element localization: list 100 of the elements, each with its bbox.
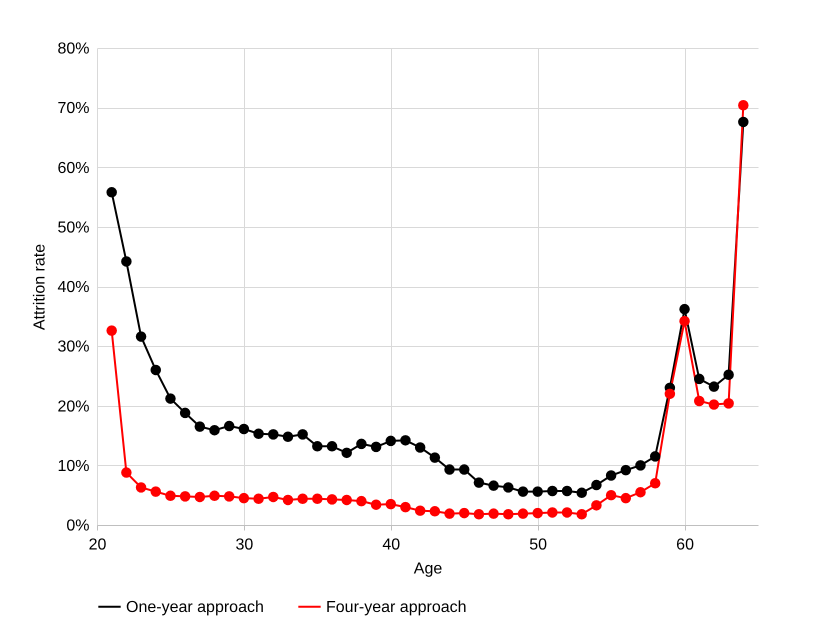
point [386, 436, 396, 446]
point [209, 424, 220, 436]
y-tick-label: 40% [57, 279, 90, 296]
y-tick-label: 80% [57, 40, 90, 58]
y-tick-label: 50% [57, 219, 90, 236]
point [297, 429, 308, 440]
y-axis-title: Attrition rate [31, 244, 48, 330]
point [591, 480, 602, 490]
point [503, 509, 514, 520]
point [268, 492, 279, 502]
point [576, 488, 587, 498]
point [562, 486, 572, 496]
point [708, 399, 720, 410]
point [165, 393, 176, 404]
point [106, 325, 117, 336]
y-tick-label: 30% [57, 338, 90, 356]
legend-label: Four-year approach [326, 598, 467, 616]
point [532, 508, 543, 518]
point [694, 396, 704, 406]
point [238, 492, 250, 504]
point [547, 507, 558, 518]
point [312, 494, 323, 504]
y-tick-label: 70% [57, 100, 90, 118]
point [518, 508, 528, 519]
point [414, 442, 426, 453]
x-tick-label: 50 [529, 536, 548, 554]
point [458, 464, 470, 475]
point [326, 494, 338, 505]
point [121, 467, 132, 478]
point [430, 506, 440, 517]
point [606, 490, 616, 500]
point [562, 507, 572, 518]
point [474, 509, 484, 520]
point [591, 500, 602, 511]
x-tick-label: 40 [382, 536, 400, 554]
point [679, 316, 690, 326]
point [282, 494, 294, 506]
point [224, 491, 234, 502]
point [694, 374, 704, 384]
point [635, 460, 646, 471]
y-tick-label: 60% [57, 160, 90, 177]
x-tick-label: 30 [235, 536, 254, 554]
point [268, 429, 279, 440]
point [664, 388, 676, 400]
point [180, 491, 190, 502]
point [253, 494, 264, 504]
point [400, 502, 411, 512]
point [150, 364, 161, 376]
point [635, 486, 646, 498]
point [282, 432, 294, 442]
x-tick-label: 20 [88, 536, 106, 554]
legend-label: One-year approach [126, 598, 264, 616]
point [106, 187, 117, 198]
y-tick-label: 20% [57, 398, 90, 416]
point [503, 482, 514, 493]
point [180, 408, 190, 418]
point [708, 381, 720, 392]
point [738, 116, 749, 128]
point [356, 438, 367, 450]
point [576, 509, 587, 520]
point [444, 464, 455, 475]
point [414, 505, 426, 516]
point [341, 494, 352, 506]
point [224, 420, 234, 432]
y-tick-label: 0% [66, 518, 90, 534]
point [238, 424, 250, 434]
point [312, 441, 323, 452]
point [547, 486, 558, 496]
point [150, 486, 161, 497]
point [370, 499, 382, 510]
point [444, 508, 455, 519]
point [297, 494, 308, 504]
x-axis-title: Age [414, 560, 442, 578]
point [209, 490, 220, 502]
point [738, 100, 749, 110]
point [679, 304, 690, 314]
point [400, 435, 411, 446]
point [430, 452, 440, 463]
point [165, 490, 176, 502]
point [341, 448, 352, 458]
point [488, 508, 499, 519]
point [518, 486, 528, 497]
point [253, 428, 264, 440]
point [194, 421, 206, 432]
point [326, 441, 338, 452]
y-tick-label: 10% [57, 458, 90, 475]
point [620, 464, 632, 476]
point [532, 486, 543, 497]
point [474, 477, 484, 488]
point [606, 470, 616, 481]
point [121, 256, 132, 267]
point [370, 442, 382, 452]
point [650, 451, 660, 462]
point [194, 492, 206, 502]
point [723, 398, 734, 409]
point [488, 480, 499, 491]
point [458, 508, 470, 518]
point [356, 496, 367, 506]
point [136, 331, 146, 342]
x-tick-label: 60 [676, 536, 694, 554]
